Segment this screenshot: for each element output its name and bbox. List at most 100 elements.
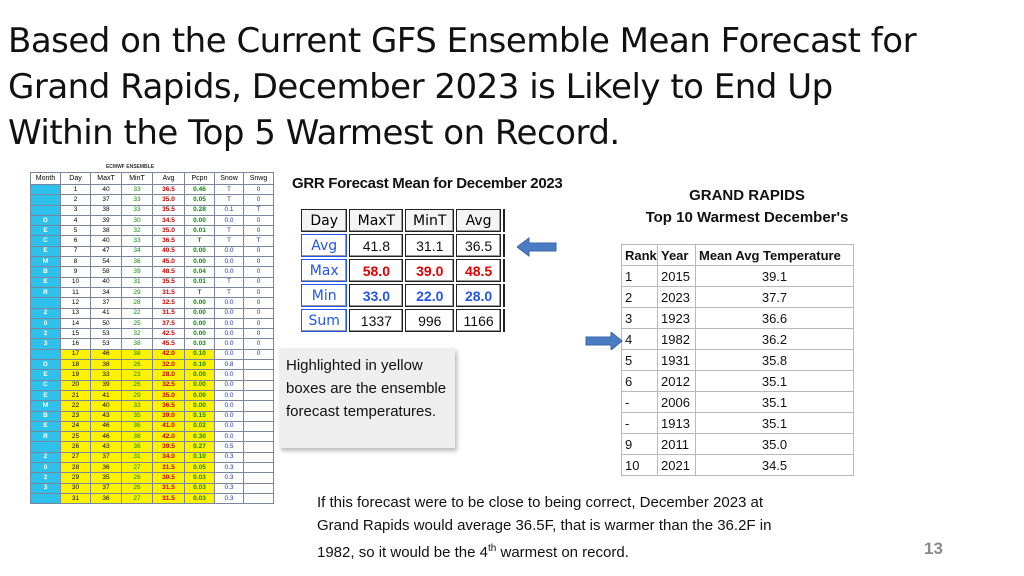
ensemble-cell-snow: 0.3: [214, 472, 244, 484]
ensemble-cell-min: 29: [121, 389, 153, 402]
ensemble-cell-avg: 32.0: [152, 359, 185, 371]
warmest-cell-mean: 34.5: [695, 454, 854, 476]
grr-cell-max: 1337: [349, 309, 404, 332]
ensemble-cell-snow: 0.0: [214, 348, 244, 361]
grr-header-cell: Day: [301, 209, 348, 232]
ensemble-cell-pcpn: 0.03: [184, 492, 215, 505]
ensemble-cell-avg: 42.0: [152, 348, 185, 361]
ensemble-cell-min: 36: [121, 420, 153, 433]
ensemble-cell-pcpn: 0.05: [184, 462, 215, 474]
ensemble-cell-avg: 48.5: [152, 266, 185, 278]
ensemble-cell-avg: 36.5: [152, 235, 185, 247]
grr-edge-cell: [503, 284, 509, 307]
ensemble-cell-min: 38: [121, 431, 153, 443]
ensemble-cell-avg: 40.5: [152, 245, 185, 258]
ensemble-row: 2 29 35 26 30.5 0.03 0.3: [30, 472, 274, 484]
ensemble-cell-snwg: 0: [243, 307, 274, 319]
ensemble-cell-min: 33: [121, 204, 153, 216]
ensemble-cell-day: 11: [60, 286, 91, 299]
ensemble-cell-day: 23: [60, 410, 91, 422]
conclusion-line-2: Grand Rapids would average 36.5F, that i…: [317, 517, 772, 534]
ensemble-cell-snwg: [243, 389, 274, 402]
ensemble-cell-pcpn: 0.00: [184, 328, 215, 340]
ensemble-cell-max: 39: [90, 214, 122, 227]
ensemble-cell-max: 40: [90, 235, 122, 247]
grr-edge-cell: [503, 259, 509, 282]
ensemble-cell-avg: 32.5: [152, 297, 185, 309]
ensemble-row: D 4 39 30 34.5 0.00 0.0 0: [30, 214, 274, 227]
grr-row: Max 58.0 39.0 48.5: [301, 259, 509, 282]
ensemble-cell-max: 38: [90, 359, 122, 371]
ensemble-cell-min: 36: [121, 256, 153, 268]
ensemble-cell-min: 33: [121, 235, 153, 247]
ensemble-cell-day: 7: [60, 245, 91, 258]
ensemble-cell-snow: 0.0: [214, 338, 244, 350]
title-period: .: [609, 113, 620, 153]
ensemble-cell-snwg: [243, 492, 274, 505]
ensemble-cell-max: 37: [90, 194, 122, 206]
ensemble-cell-month: E: [30, 420, 61, 433]
ensemble-cell-max: 40: [90, 183, 122, 196]
ensemble-cell-snow: 0.0: [214, 410, 244, 422]
ensemble-cell-snwg: 0: [243, 348, 274, 361]
ensemble-cell-snow: 0.3: [214, 492, 244, 505]
ensemble-cell-avg: 31.5: [152, 286, 185, 299]
ensemble-cell-min: 29: [121, 286, 153, 299]
ensemble-cell-max: 47: [90, 245, 122, 258]
ensemble-cell-snwg: 0: [243, 286, 274, 299]
ensemble-cell-snwg: 0: [243, 328, 274, 340]
warmest-table-panel: Rank Year Mean Avg Temperature 1 2015 39.1 2 2…: [621, 244, 854, 476]
ensemble-cell-max: 43: [90, 410, 122, 422]
ensemble-cell-avg: 35.0: [152, 389, 185, 402]
ensemble-cell-min: 34: [121, 245, 153, 258]
ensemble-row: 0 28 36 27 31.5 0.05 0.3: [30, 462, 274, 474]
ensemble-cell-avg: 31.5: [152, 492, 185, 505]
ensemble-cell-max: 39: [90, 379, 122, 391]
grr-row-label: Avg: [301, 234, 348, 257]
ensemble-cell-snow: T: [214, 276, 244, 288]
ensemble-cell-avg: 35.0: [152, 194, 185, 206]
ensemble-cell-pcpn: T: [184, 235, 215, 247]
ensemble-cell-pcpn: 0.00: [184, 245, 215, 258]
ensemble-cell-day: 5: [60, 225, 91, 237]
ensemble-cell-snow: 0.0: [214, 317, 244, 330]
ensemble-cell-day: 1: [60, 183, 91, 196]
ensemble-cell-day: 16: [60, 338, 91, 350]
ensemble-cell-snow: 0.0: [214, 369, 244, 381]
warmest-cell-year: 2023: [657, 286, 696, 308]
ensemble-row: 2 27 37 31 34.0 0.10 0.3: [30, 451, 274, 464]
ensemble-cell-max: 41: [90, 307, 122, 319]
ensemble-cell-pcpn: T: [184, 286, 215, 299]
ensemble-row: 2 13 41 22 31.5 0.00 0.0 0: [30, 307, 274, 319]
warmest-cell-rank: 9: [621, 433, 658, 455]
ensemble-cell-month: C: [30, 235, 61, 247]
ensemble-cell-day: 21: [60, 389, 91, 402]
ensemble-cell-max: 37: [90, 297, 122, 309]
grr-edge-cell: [503, 309, 509, 332]
warmest-row: -2006 35.1: [621, 391, 854, 413]
ensemble-cell-month: 0: [30, 317, 61, 330]
ensemble-cell-day: 29: [60, 472, 91, 484]
ensemble-cell-min: 22: [121, 307, 153, 319]
ensemble-cell-snwg: T: [243, 204, 274, 216]
slide-title: Based on the Current GFS Ensemble Mean F…: [8, 18, 1008, 156]
ensemble-cell-snwg: [243, 472, 274, 484]
ensemble-cell-month: 2: [30, 328, 61, 340]
ensemble-cell-snwg: [243, 441, 274, 453]
ensemble-row: 3 38 33 35.5 0.28 0.1 T: [30, 204, 274, 216]
ensemble-cell-pcpn: 0.01: [184, 276, 215, 288]
ensemble-row: C 20 39 26 32.5 0.00 0.0: [30, 379, 274, 391]
ensemble-row: D 18 38 26 32.0 0.10 0.8: [30, 359, 274, 371]
warmest-cell-rank: -: [621, 391, 658, 413]
warmest-body: 1 2015 39.1 2 2023 37.7 3 1923 36.6 4 1982 36.2 5 193…: [621, 265, 854, 476]
warmest-cell-year: 1931: [657, 349, 696, 371]
ensemble-cell-snow: 0.0: [214, 420, 244, 433]
ensemble-cell-pcpn: 0.03: [184, 482, 215, 494]
ensemble-cell-avg: 31.5: [152, 307, 185, 319]
ensemble-row: C 6 40 33 36.5 T T T: [30, 235, 274, 247]
ensemble-row: 26 43 36 39.5 0.27 0.5: [30, 441, 274, 453]
ensemble-cell-pcpn: 0.15: [184, 410, 215, 422]
ensemble-cell-month: 3: [30, 338, 61, 350]
ensemble-cell-snow: 0.5: [214, 441, 244, 453]
ensemble-header-cell: Snwg: [243, 172, 274, 185]
